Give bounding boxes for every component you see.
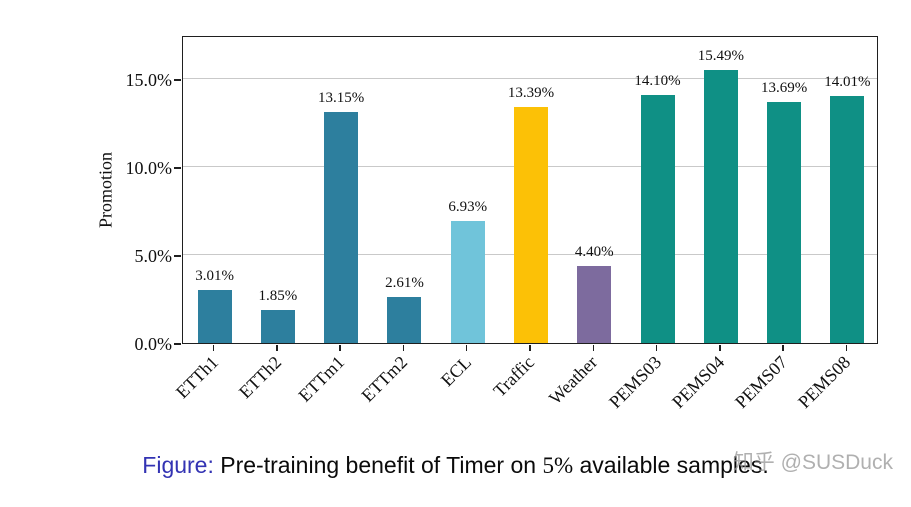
bars-container: 3.01% 1.85% 13.15% 2.61% 6.93% 13.39% 4.40% 14.… [183,37,877,343]
bar-value-label: 13.39% [507,85,555,102]
x-tick-label: ECL [436,352,475,391]
bar-value-label: 13.15% [318,89,365,106]
bar [577,265,612,343]
caption-text-pre: Pre-training benefit of Timer on [220,452,537,478]
bar [450,221,485,343]
y-tick-mark [174,343,181,345]
bar-value-label: 6.93% [448,199,488,216]
x-tick-mark [845,345,848,351]
caption-text-post: available samples. [579,452,769,478]
x-tick-label: PEMS07 [731,352,792,413]
bar [514,107,548,343]
caption-math: 5% [542,453,574,478]
bar-value-label: 13.69% [760,80,808,97]
x-tick-label: PEMS03 [604,352,665,413]
bar [387,297,422,343]
x-tick-mark [592,345,595,351]
y-axis-label: Promotion [95,151,116,229]
y-tick-label: 0.0% [134,334,173,354]
y-tick-mark [174,167,181,169]
x-tick-label: Traffic [489,352,539,401]
bar [197,290,232,343]
y-tick-mark [174,255,181,257]
bar [767,102,802,343]
bar-value-label: 1.85% [258,288,298,305]
x-tick-mark [339,345,341,351]
figure-caption: Figure: Pre-training benefit of Timer on… [0,452,911,479]
bar-value-label: 4.40% [574,243,614,260]
x-tick-label: Weather [545,352,602,409]
x-tick-mark [276,345,278,351]
gridline [183,78,877,79]
x-tick-mark [212,345,215,351]
plot-area: 3.01% 1.85% 13.15% 2.61% 6.93% 13.39% 4.40% 14.… [182,36,878,344]
x-tick-label: PEMS08 [794,352,855,413]
caption-label: Figure: [142,452,214,478]
bar-value-label: 14.10% [634,72,681,89]
x-tick-label: ETTh2 [234,352,286,403]
x-tick-label: ETTm2 [357,352,412,406]
x-tick-label: ETTh1 [171,352,222,403]
bar [324,111,359,343]
bar [640,94,675,343]
watermark: 知乎 @SUSDuck [732,451,893,474]
bar [830,96,865,343]
bar [703,70,738,343]
x-tick-mark [465,345,468,351]
y-tick-label: 5.0% [134,246,173,266]
x-tick-mark [655,345,658,351]
x-tick-label: PEMS04 [667,352,728,413]
x-tick-mark [529,345,531,351]
y-tick-mark [174,79,181,81]
bar-value-label: 15.49% [697,48,744,65]
x-tick-mark [719,345,721,351]
bar-value-label: 2.61% [385,275,424,292]
bar [260,310,295,343]
x-tick-label: ETTm1 [294,352,349,406]
y-tick-label: 15.0% [125,70,173,90]
x-tick-mark [402,345,405,351]
x-tick-mark [782,345,784,351]
bar-value-label: 3.01% [195,268,235,285]
bar-value-label: 14.01% [824,74,871,91]
